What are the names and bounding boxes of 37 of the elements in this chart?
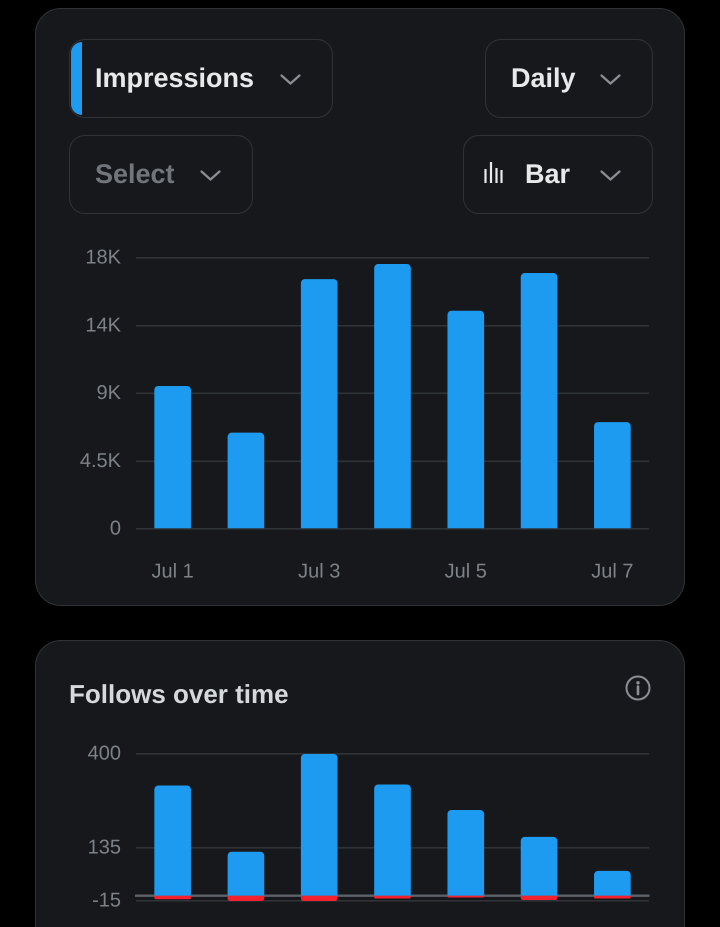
bar xyxy=(520,896,558,900)
y-tick-label: 18K xyxy=(85,246,122,269)
text: Select xyxy=(95,159,175,189)
y-tick-label: 9K xyxy=(96,382,122,404)
bar xyxy=(154,386,191,528)
bar xyxy=(374,896,411,899)
y-tick-label: 400 xyxy=(88,742,121,765)
bar xyxy=(594,870,631,896)
bar xyxy=(447,810,484,896)
y-tick-label: 135 xyxy=(88,836,121,858)
bar xyxy=(374,264,411,528)
x-tick-label: Jul 7 xyxy=(591,560,634,583)
bar xyxy=(447,310,484,528)
bar xyxy=(374,784,411,896)
bar xyxy=(154,896,191,900)
bar xyxy=(300,754,338,896)
y-tick-label: 4.5K xyxy=(80,450,122,472)
text: Daily xyxy=(511,63,576,93)
x-tick-label: Jul 5 xyxy=(444,560,487,583)
bar xyxy=(228,896,264,901)
bar xyxy=(594,422,631,528)
bar xyxy=(154,786,191,896)
bar xyxy=(520,836,558,896)
y-tick-label: -15 xyxy=(92,890,121,912)
y-tick-label: 0 xyxy=(110,518,121,540)
y-tick-label: 14K xyxy=(85,314,122,336)
bar xyxy=(520,273,558,528)
bar xyxy=(594,896,631,899)
bar xyxy=(300,896,338,901)
text: Impressions xyxy=(95,63,254,93)
text: Bar xyxy=(525,159,570,189)
bar xyxy=(300,279,338,528)
bar xyxy=(228,432,264,528)
x-tick-label: Jul 1 xyxy=(152,560,194,583)
chart-title: Follows over time xyxy=(69,679,289,709)
bar xyxy=(228,852,264,896)
x-tick-label: Jul 3 xyxy=(298,560,340,583)
